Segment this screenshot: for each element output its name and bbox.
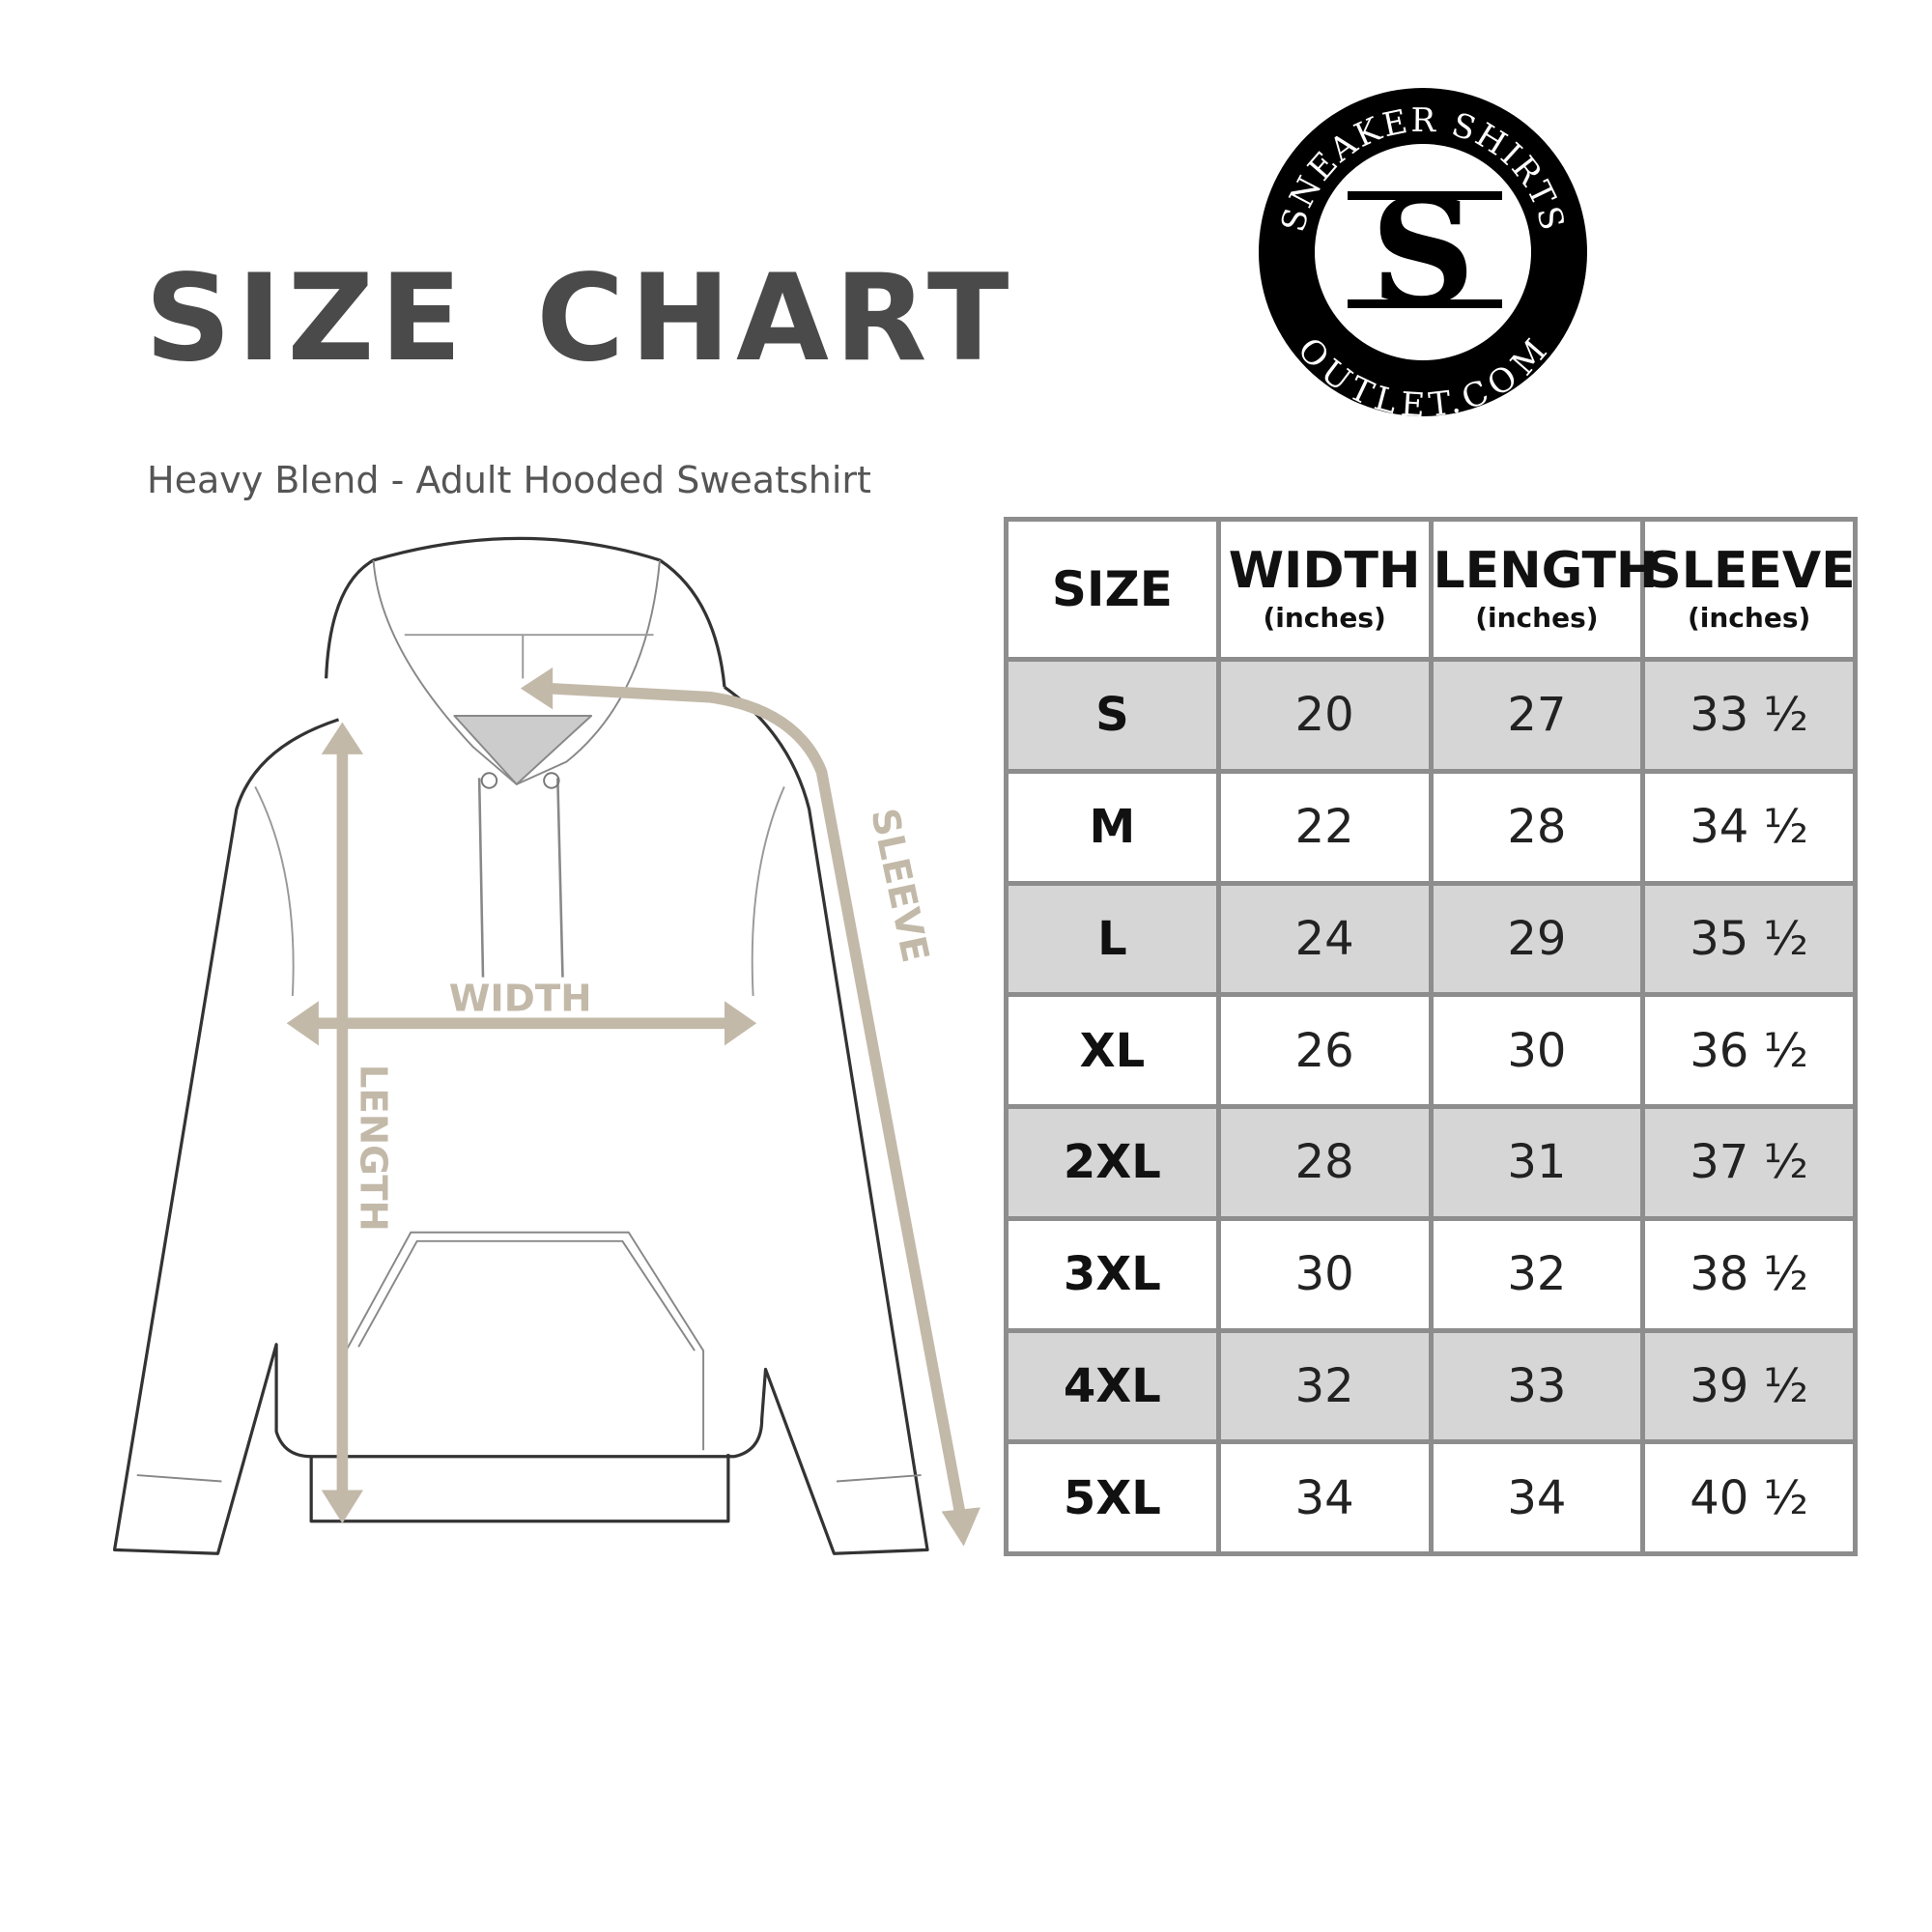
table-header-row: SIZE WIDTH (inches) LENGTH (inches) SLEEVE… bbox=[1004, 517, 1858, 662]
cell-sleeve: 36 ½ bbox=[1640, 992, 1858, 1109]
sleeve-arrow-head-bottom bbox=[941, 1507, 980, 1547]
length-arrow-head-bottom bbox=[321, 1490, 364, 1524]
size-table: SIZE WIDTH (inches) LENGTH (inches) SLEEVE… bbox=[1004, 517, 1858, 1556]
cell-width: 30 bbox=[1215, 1215, 1434, 1333]
table-row: S 20 27 33 ½ bbox=[1004, 657, 1858, 774]
cell-length: 32 bbox=[1428, 1215, 1646, 1333]
table-row: XL 26 30 36 ½ bbox=[1004, 992, 1858, 1109]
cell-width: 26 bbox=[1215, 992, 1434, 1109]
width-label: WIDTH bbox=[449, 977, 592, 1020]
header-sleeve: SLEEVE (inches) bbox=[1640, 517, 1858, 662]
cell-sleeve: 40 ½ bbox=[1640, 1439, 1858, 1556]
cell-width: 22 bbox=[1215, 768, 1434, 886]
cell-length: 31 bbox=[1428, 1104, 1646, 1221]
table-row: M 22 28 34 ½ bbox=[1004, 768, 1858, 886]
sleeve-arrow-head-top bbox=[520, 667, 554, 710]
sleeve-arrow bbox=[542, 682, 967, 1524]
header-size: SIZE bbox=[1004, 517, 1221, 662]
product-subtitle: Heavy Blend - Adult Hooded Sweatshirt bbox=[147, 459, 871, 501]
header-length: LENGTH (inches) bbox=[1428, 517, 1658, 662]
cell-width: 24 bbox=[1215, 880, 1434, 998]
width-arrow-head-left bbox=[286, 1001, 319, 1046]
cell-length: 34 bbox=[1428, 1439, 1646, 1556]
cell-sleeve: 39 ½ bbox=[1640, 1327, 1858, 1445]
cell-sleeve: 37 ½ bbox=[1640, 1104, 1858, 1221]
cell-sleeve: 33 ½ bbox=[1640, 657, 1858, 774]
cell-size: L bbox=[1004, 880, 1221, 998]
length-arrow-head-top bbox=[321, 722, 364, 754]
width-arrow-head-right bbox=[724, 1001, 757, 1046]
cell-width: 28 bbox=[1215, 1104, 1434, 1221]
table-row: 4XL 32 33 39 ½ bbox=[1004, 1327, 1858, 1445]
cell-size: M bbox=[1004, 768, 1221, 886]
table-row: 3XL 30 32 38 ½ bbox=[1004, 1215, 1858, 1333]
table-row: L 24 29 35 ½ bbox=[1004, 880, 1858, 998]
cell-length: 29 bbox=[1428, 880, 1646, 998]
cell-length: 28 bbox=[1428, 768, 1646, 886]
body-outline bbox=[112, 686, 929, 1555]
table-row: 5XL 34 34 40 ½ bbox=[1004, 1439, 1858, 1556]
cell-length: 33 bbox=[1428, 1327, 1646, 1445]
cell-width: 34 bbox=[1215, 1439, 1434, 1556]
cell-size: 4XL bbox=[1004, 1327, 1221, 1445]
length-label: LENGTH bbox=[352, 1065, 395, 1232]
cell-width: 20 bbox=[1215, 657, 1434, 774]
cell-length: 30 bbox=[1428, 992, 1646, 1109]
cell-width: 32 bbox=[1215, 1327, 1434, 1445]
drawstring bbox=[477, 778, 564, 978]
brand-logo: SNEAKER SHIRTS OUTLET.COM S bbox=[1259, 88, 1587, 419]
header-width: WIDTH (inches) bbox=[1215, 517, 1434, 662]
cell-sleeve: 34 ½ bbox=[1640, 768, 1858, 886]
cell-size: 5XL bbox=[1004, 1439, 1221, 1556]
pocket-outline bbox=[345, 1231, 705, 1451]
sleeve-label: SLEEVE bbox=[862, 805, 937, 966]
cell-sleeve: 38 ½ bbox=[1640, 1215, 1858, 1333]
cell-size: 2XL bbox=[1004, 1104, 1221, 1221]
page-title: SIZE CHART bbox=[145, 249, 1015, 388]
cell-size: S bbox=[1004, 657, 1221, 774]
cell-size: XL bbox=[1004, 992, 1221, 1109]
table-row: 2XL 28 31 37 ½ bbox=[1004, 1104, 1858, 1221]
cell-sleeve: 35 ½ bbox=[1640, 880, 1858, 998]
hood-outline bbox=[325, 536, 726, 688]
cell-size: 3XL bbox=[1004, 1215, 1221, 1333]
cell-length: 27 bbox=[1428, 657, 1646, 774]
